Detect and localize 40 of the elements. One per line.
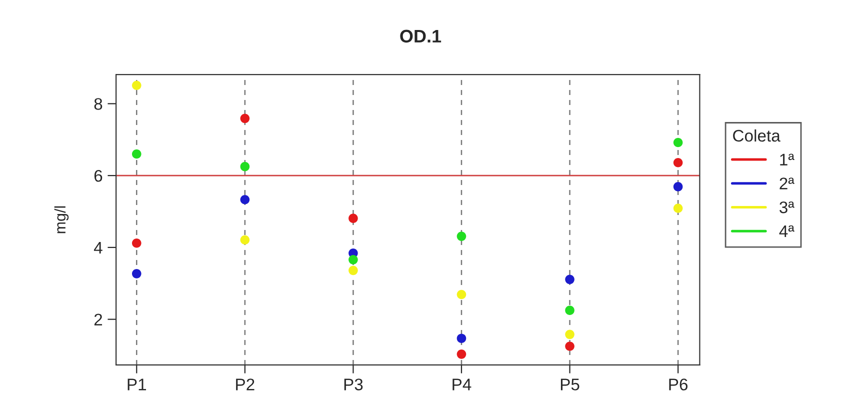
x-tick-label: P2 xyxy=(236,378,254,390)
x-tick-label: P4 xyxy=(452,378,472,390)
point xyxy=(132,238,142,248)
point xyxy=(240,194,250,204)
point xyxy=(132,149,142,159)
point xyxy=(673,182,683,192)
point xyxy=(456,290,466,300)
x-tick-label: P5 xyxy=(560,378,580,390)
point xyxy=(565,274,574,284)
x-tick-label: P6 xyxy=(669,378,688,390)
y-tick-label: 6 xyxy=(94,170,102,182)
point xyxy=(673,204,683,213)
y-tick-label: 4 xyxy=(94,242,102,254)
point xyxy=(565,330,574,340)
point xyxy=(132,80,142,90)
y-tick-label: 8 xyxy=(94,98,102,110)
legend-title: Coleta xyxy=(733,129,780,142)
point xyxy=(240,114,250,124)
y-axis-title: mg/l xyxy=(54,206,69,234)
x-tick-label: P1 xyxy=(128,378,146,390)
point xyxy=(673,138,683,148)
point xyxy=(348,266,358,276)
x-tick-label: P3 xyxy=(344,378,363,390)
point xyxy=(456,334,466,344)
point xyxy=(348,214,358,223)
y-tick-label: 2 xyxy=(94,314,102,326)
point xyxy=(456,232,466,241)
point xyxy=(132,269,142,278)
point xyxy=(240,235,250,245)
legend-label: 4ª xyxy=(779,225,794,237)
point xyxy=(456,350,466,359)
point xyxy=(673,158,683,168)
point xyxy=(565,342,574,351)
legend-label: 1ª xyxy=(780,154,794,166)
point xyxy=(565,306,574,315)
legend-label: 3ª xyxy=(780,201,794,214)
point xyxy=(348,254,358,264)
legend-label: 2ª xyxy=(780,178,794,190)
chart-title: OD.1 xyxy=(400,30,442,43)
point xyxy=(240,162,250,172)
